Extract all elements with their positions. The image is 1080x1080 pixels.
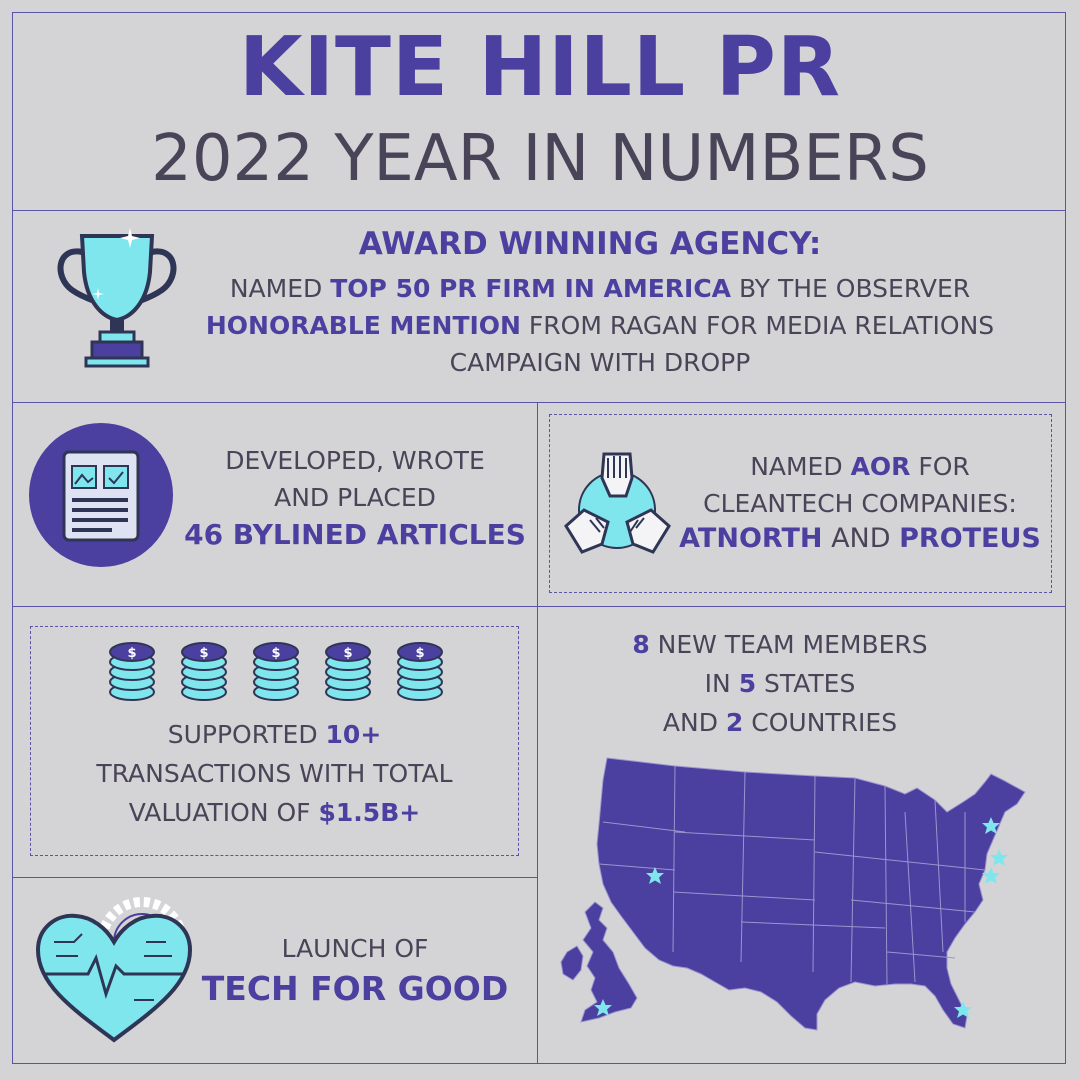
- aor-box: [549, 414, 1052, 593]
- team-line-2-post: STATES: [756, 669, 856, 698]
- award-line-2-post: FROM RAGAN FOR MEDIA RELATIONS: [520, 311, 995, 340]
- uk-map-shape: [580, 901, 638, 1023]
- transactions-valuation: $1.5B+: [318, 798, 421, 827]
- award-line-2: HONORABLE MENTION FROM RAGAN FOR MEDIA R…: [180, 307, 1020, 344]
- team-line-3-pre: AND: [662, 708, 726, 737]
- award-line-1: NAMED TOP 50 PR FIRM IN AMERICA BY THE O…: [180, 270, 1020, 307]
- usa-uk-map-icon: [560, 757, 1026, 1031]
- award-top-50: TOP 50 PR FIRM IN AMERICA: [330, 274, 732, 303]
- coin-stack-icon: [181, 642, 227, 701]
- ireland-map-shape: [560, 945, 584, 981]
- aor-acronym: AOR: [850, 452, 911, 481]
- page-title: KITE HILL PR: [239, 20, 841, 115]
- news-article-icon: [29, 423, 173, 567]
- usa-map-shape: [596, 757, 1026, 1031]
- divider: [537, 402, 538, 1064]
- transactions-line-3: VALUATION OF $1.5B+: [30, 794, 519, 831]
- articles-count: 46 BYLINED ARTICLES: [184, 518, 526, 551]
- divider: [12, 606, 1066, 607]
- transactions-line-1-pre: SUPPORTED: [167, 720, 326, 749]
- transactions-line-2: TRANSACTIONS WITH TOTAL: [96, 759, 453, 788]
- star-marker-icon: [982, 867, 1000, 884]
- award-line-3: CAMPAIGN WITH DROPP: [449, 348, 751, 377]
- team-line-1: 8 NEW TEAM MEMBERS: [560, 626, 1000, 663]
- transactions-line-3-pre: VALUATION OF: [128, 798, 319, 827]
- infographic-frame: [12, 12, 1066, 1064]
- team-states-count: 5: [738, 669, 757, 698]
- tech-heart-icon: [35, 897, 193, 1043]
- team-countries-count: 2: [725, 708, 744, 737]
- state-borders: [598, 765, 986, 985]
- divider: [12, 210, 1066, 211]
- star-marker-icon: [594, 999, 612, 1016]
- aor-company-proteus: PROTEUS: [899, 523, 1041, 554]
- tech-line-1: LAUNCH OF: [281, 934, 429, 963]
- divider: [12, 877, 537, 878]
- coin-stack-icon: [253, 642, 299, 701]
- team-line-3-post: COUNTRIES: [743, 708, 898, 737]
- coin-stacks-icon: $: [109, 642, 443, 701]
- coin-stack-icon: [397, 642, 443, 701]
- award-line-1-post: BY THE OBSERVER: [731, 274, 971, 303]
- transactions-line-1: SUPPORTED 10+: [30, 716, 519, 753]
- team-line-1-post: NEW TEAM MEMBERS: [649, 630, 928, 659]
- hands-collaboration-icon: [564, 452, 671, 554]
- aor-line-3: ATNORTH AND PROTEUS: [675, 520, 1045, 557]
- tech-for-good-title: TECH FOR GOOD: [201, 969, 509, 1008]
- articles-line-2: AND PLACED: [274, 483, 436, 512]
- team-members-count: 8: [632, 630, 650, 659]
- aor-line-2: CLEANTECH COMPANIES:: [703, 489, 1017, 518]
- aor-company-atnorth: ATNORTH: [679, 523, 823, 554]
- star-marker-icon: [982, 817, 1000, 834]
- transactions-count: 10+: [325, 720, 382, 749]
- aor-line-1-post: FOR: [910, 452, 970, 481]
- aor-and: AND: [822, 523, 900, 554]
- star-marker-icon: [990, 849, 1008, 866]
- transactions-box: [30, 626, 519, 856]
- team-line-2: IN 5 STATES: [560, 665, 1000, 702]
- articles-line-1: DEVELOPED, WROTE: [225, 446, 485, 475]
- award-honorable-mention: HONORABLE MENTION: [205, 311, 521, 340]
- trophy-icon: [57, 228, 177, 368]
- divider: [12, 402, 1066, 403]
- star-marker-icon: [646, 867, 664, 884]
- team-line-2-pre: IN: [704, 669, 739, 698]
- award-heading: AWARD WINNING AGENCY:: [358, 226, 822, 262]
- coin-stack-icon: [109, 642, 155, 701]
- award-line-1-pre: NAMED: [229, 274, 331, 303]
- page-subtitle: 2022 YEAR IN NUMBERS: [151, 122, 929, 196]
- aor-line-1: NAMED AOR FOR: [675, 448, 1045, 485]
- team-line-3: AND 2 COUNTRIES: [560, 704, 1000, 741]
- star-marker-icon: [954, 1001, 972, 1018]
- aor-line-1-pre: NAMED: [750, 452, 851, 481]
- coin-stack-icon: [325, 642, 371, 701]
